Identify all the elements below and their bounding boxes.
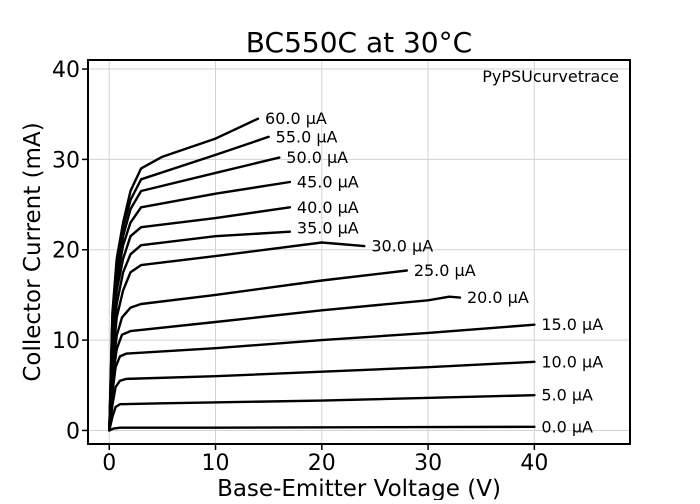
series-line xyxy=(108,206,292,432)
series-line xyxy=(108,360,536,432)
plot-frame xyxy=(87,59,631,445)
x-axis-label: Base-Emitter Voltage (V) xyxy=(217,476,501,500)
series-line xyxy=(108,135,270,432)
x-tick-label: 20 xyxy=(308,451,336,476)
x-tick-label: 40 xyxy=(520,451,548,476)
series-line xyxy=(108,394,536,432)
series-label: 15.0 µA xyxy=(541,315,603,334)
series-label: 50.0 µA xyxy=(286,148,348,167)
chart-title: BC550C at 30°C xyxy=(246,26,472,59)
series-line xyxy=(108,117,260,432)
series-label: 30.0 µA xyxy=(371,237,433,256)
series-line xyxy=(108,269,408,432)
series-label: 35.0 µA xyxy=(297,219,359,238)
series-label: 60.0 µA xyxy=(265,109,327,128)
x-tick-label: 0 xyxy=(102,451,116,476)
grid-lines xyxy=(88,60,630,444)
series-label: 55.0 µA xyxy=(276,127,338,146)
y-tick-label: 0 xyxy=(66,419,80,444)
y-tick-label: 40 xyxy=(52,58,80,83)
series-label: 0.0 µA xyxy=(541,417,593,436)
series-lines xyxy=(108,117,536,432)
series-labels: 0.0 µA 5.0 µA 10.0 µA 15.0 µA 20.0 µA 25.0 µA… xyxy=(265,109,603,436)
y-axis-label: Collector Current (mA) xyxy=(20,122,46,381)
series-line xyxy=(108,295,462,432)
y-axis-ticks: 0 10 20 30 40 xyxy=(52,58,88,444)
y-tick-label: 20 xyxy=(52,239,80,264)
y-tick-label: 30 xyxy=(52,148,80,173)
series-line xyxy=(108,425,536,432)
series-label: 5.0 µA xyxy=(541,386,593,405)
series-label: 25.0 µA xyxy=(414,261,476,280)
series-line xyxy=(108,323,536,432)
series-label: 45.0 µA xyxy=(297,172,359,191)
annotation-text: PyPSUcurvetrace xyxy=(482,67,619,86)
series-label: 20.0 µA xyxy=(467,288,529,307)
series-label: 10.0 µA xyxy=(541,352,603,371)
y-tick-label: 10 xyxy=(52,329,80,354)
x-axis-ticks: 0 10 20 30 40 xyxy=(102,444,548,476)
x-tick-label: 10 xyxy=(202,451,230,476)
x-tick-label: 30 xyxy=(414,451,442,476)
series-label: 40.0 µA xyxy=(297,198,359,217)
